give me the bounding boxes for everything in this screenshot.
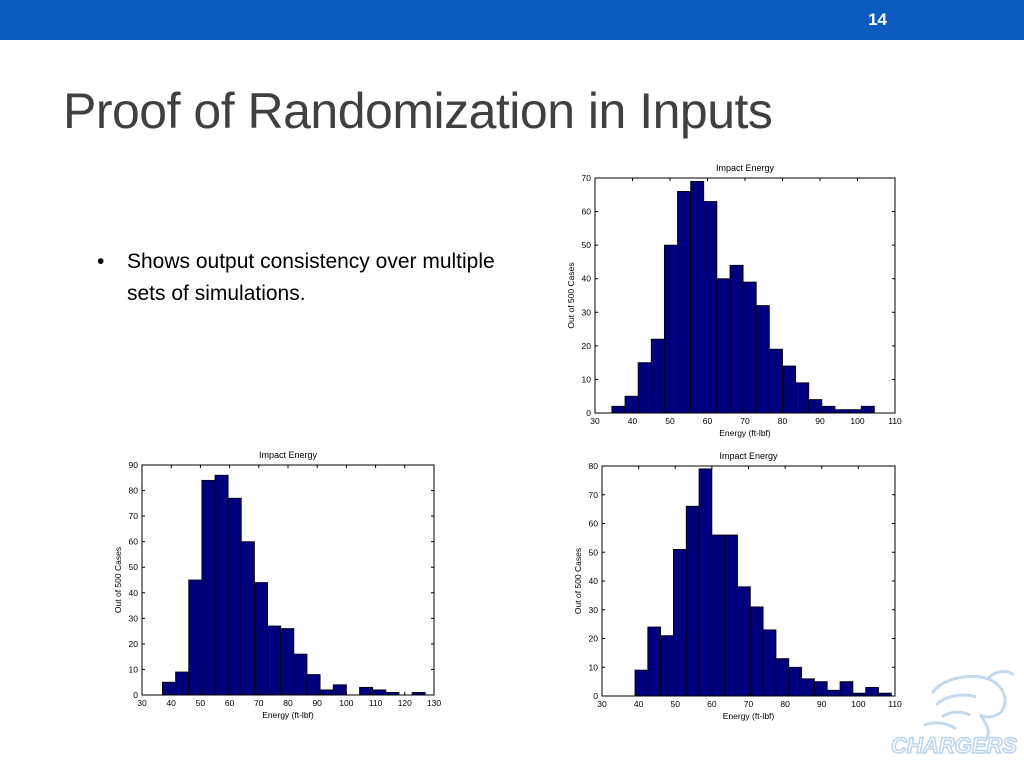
- slide-number: 14: [868, 10, 887, 29]
- y-tick-label: 30: [582, 307, 592, 317]
- histogram-bar: [685, 505, 700, 697]
- histogram-bar: [711, 534, 726, 697]
- y-axis-label: Out of 500 Cases: [566, 262, 576, 328]
- x-tick-label: 30: [590, 416, 600, 426]
- y-tick-label: 0: [586, 408, 591, 418]
- histogram-bar: [737, 586, 751, 697]
- x-tick-label: 120: [398, 698, 412, 708]
- y-tick-label: 70: [589, 490, 599, 500]
- histogram-bar: [634, 669, 649, 697]
- y-tick-label: 40: [129, 588, 139, 598]
- x-tick-label: 100: [851, 699, 865, 709]
- bullet-item: • Shows output consistency over multiple…: [97, 246, 517, 310]
- histogram-bar: [839, 681, 854, 697]
- x-tick-label: 110: [369, 698, 383, 708]
- histogram-bar: [698, 468, 713, 697]
- histogram-bar: [762, 629, 777, 697]
- x-tick-label: 80: [778, 416, 788, 426]
- y-tick-label: 30: [589, 605, 599, 615]
- y-tick-label: 20: [582, 341, 592, 351]
- y-tick-label: 60: [589, 519, 599, 529]
- x-axis-label: Energy (ft-lbf): [262, 710, 314, 720]
- y-tick-label: 60: [582, 207, 592, 217]
- histogram-bar: [814, 681, 828, 697]
- y-tick-label: 20: [589, 634, 599, 644]
- slide-title: Proof of Randomization in Inputs: [63, 83, 773, 139]
- histogram-bar: [660, 635, 674, 697]
- x-tick-label: 40: [628, 416, 638, 426]
- y-axis-label: Out of 500 Cases: [573, 548, 583, 614]
- x-tick-label: 90: [815, 416, 825, 426]
- x-axis-label: Energy (ft-lbf): [719, 428, 771, 438]
- y-tick-label: 60: [129, 537, 139, 547]
- x-tick-label: 30: [137, 698, 147, 708]
- y-tick-label: 10: [129, 664, 139, 674]
- y-tick-label: 20: [129, 639, 139, 649]
- histogram-bar: [749, 606, 764, 697]
- y-tick-label: 0: [133, 690, 138, 700]
- chart-title: Impact Energy: [259, 450, 318, 460]
- histogram-bar: [775, 658, 790, 697]
- y-tick-label: 80: [129, 486, 139, 496]
- histogram-bar: [788, 666, 803, 697]
- bullet-text: Shows output consistency over multiple s…: [127, 250, 495, 305]
- chart-title: Impact Energy: [719, 451, 778, 461]
- logo-text: CHARGERS: [891, 733, 1017, 758]
- x-tick-label: 30: [597, 699, 607, 709]
- y-tick-label: 10: [582, 374, 592, 384]
- chart-title: Impact Energy: [716, 163, 775, 173]
- x-tick-label: 80: [780, 699, 790, 709]
- y-tick-label: 10: [589, 662, 599, 672]
- chargers-logo-icon: CHARGERS: [890, 670, 1018, 759]
- x-tick-label: 50: [665, 416, 675, 426]
- x-tick-label: 70: [744, 699, 754, 709]
- histogram-bar: [647, 626, 662, 697]
- x-tick-label: 110: [888, 699, 902, 709]
- x-tick-label: 60: [225, 698, 235, 708]
- x-tick-label: 50: [671, 699, 681, 709]
- y-tick-label: 0: [593, 691, 598, 701]
- x-tick-label: 60: [707, 699, 717, 709]
- y-axis-label: Out of 500 Cases: [113, 547, 123, 613]
- x-tick-label: 50: [196, 698, 206, 708]
- y-tick-label: 70: [129, 511, 139, 521]
- y-tick-label: 70: [582, 173, 592, 183]
- y-tick-label: 50: [582, 240, 592, 250]
- y-tick-label: 50: [129, 562, 139, 572]
- x-tick-label: 70: [254, 698, 264, 708]
- x-axis-label: Energy (ft-lbf): [723, 711, 775, 721]
- y-tick-label: 50: [589, 547, 599, 557]
- x-tick-label: 100: [850, 416, 864, 426]
- y-tick-label: 80: [589, 461, 599, 471]
- y-tick-label: 40: [589, 576, 599, 586]
- x-tick-label: 110: [888, 416, 902, 426]
- bullet-list: • Shows output consistency over multiple…: [97, 246, 517, 310]
- y-tick-label: 40: [582, 274, 592, 284]
- x-tick-label: 60: [703, 416, 713, 426]
- histogram-bar: [801, 678, 815, 697]
- histogram-bar: [724, 534, 738, 697]
- x-tick-label: 40: [634, 699, 644, 709]
- x-tick-label: 40: [166, 698, 176, 708]
- histogram-bar: [826, 689, 841, 697]
- top-bar: [0, 0, 1024, 40]
- histogram-bar: [673, 548, 687, 697]
- y-tick-label: 30: [129, 613, 139, 623]
- x-tick-label: 70: [740, 416, 750, 426]
- y-tick-label: 90: [129, 460, 139, 470]
- x-tick-label: 130: [427, 698, 441, 708]
- histogram-bar: [865, 686, 879, 697]
- x-tick-label: 90: [817, 699, 827, 709]
- x-tick-label: 80: [283, 698, 293, 708]
- bullet-dot-icon: •: [97, 250, 105, 273]
- x-tick-label: 90: [312, 698, 322, 708]
- x-tick-label: 100: [339, 698, 353, 708]
